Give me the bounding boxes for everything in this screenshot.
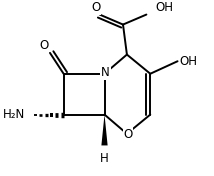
Polygon shape xyxy=(101,115,108,145)
Text: O: O xyxy=(123,128,132,141)
Text: H: H xyxy=(100,152,109,165)
Text: H₂N: H₂N xyxy=(2,108,25,121)
Text: O: O xyxy=(91,1,100,14)
Text: OH: OH xyxy=(155,1,173,14)
Text: OH: OH xyxy=(180,55,198,68)
Text: N: N xyxy=(101,66,110,79)
Text: O: O xyxy=(40,39,49,52)
